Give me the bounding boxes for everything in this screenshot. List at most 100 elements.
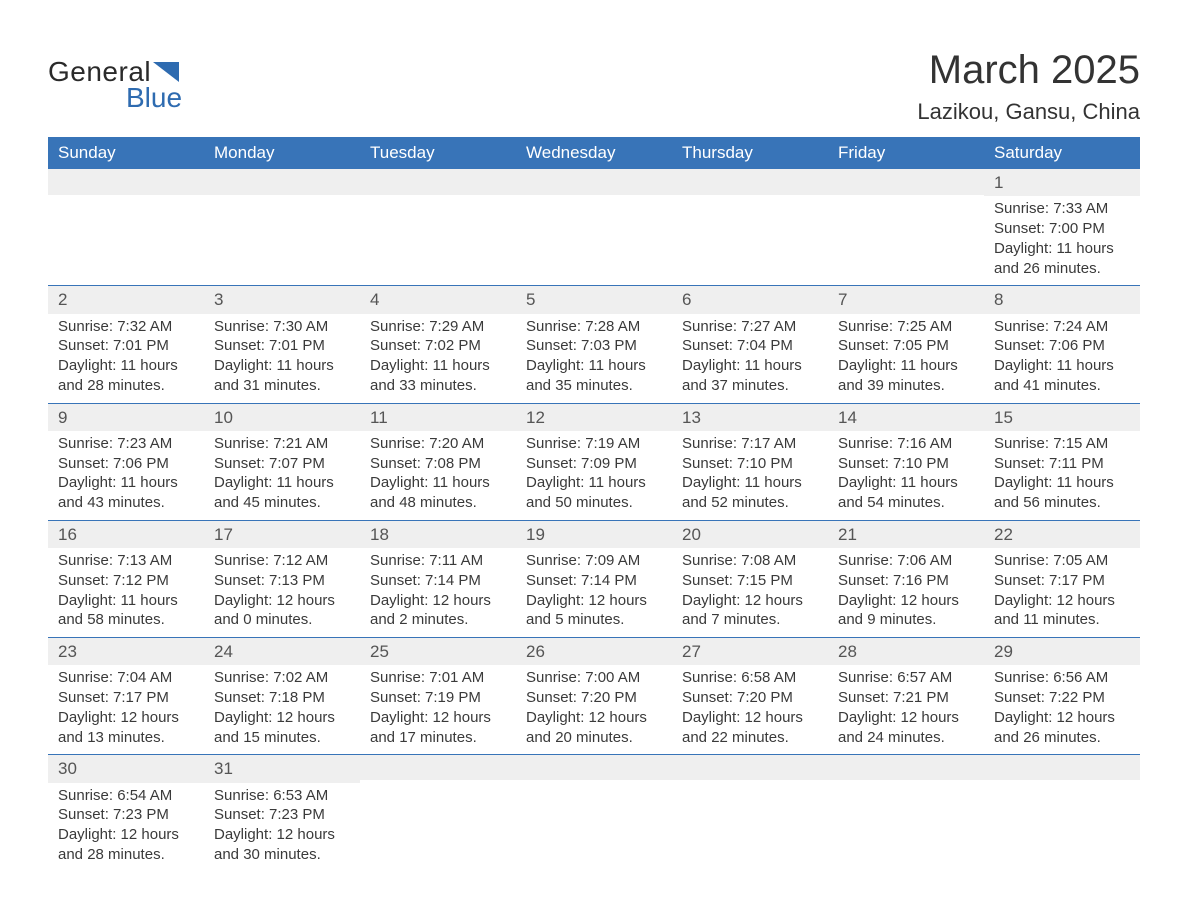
calendar-day-cell [516,169,672,285]
sunset-text: Sunset: 7:20 PM [682,689,818,708]
calendar-day-cell: 28Sunrise: 6:57 AMSunset: 7:21 PMDayligh… [828,637,984,754]
daylight-text-line2: and 30 minutes. [214,846,350,865]
logo-text-blue: Blue [126,82,182,114]
day-details: Sunrise: 7:24 AMSunset: 7:06 PMDaylight:… [984,314,1140,403]
sunset-text: Sunset: 7:16 PM [838,572,974,591]
calendar-header-row: Sunday Monday Tuesday Wednesday Thursday… [48,137,1140,169]
day-details: Sunrise: 7:05 AMSunset: 7:17 PMDaylight:… [984,548,1140,637]
sunset-text: Sunset: 7:21 PM [838,689,974,708]
day-number: 13 [672,403,828,431]
calendar-day-cell: 11Sunrise: 7:20 AMSunset: 7:08 PMDayligh… [360,403,516,520]
title-block: March 2025 Lazikou, Gansu, China [917,48,1140,125]
calendar-day-cell: 8Sunrise: 7:24 AMSunset: 7:06 PMDaylight… [984,285,1140,402]
day-number: 19 [516,520,672,548]
daylight-text-line2: and 48 minutes. [370,494,506,513]
daylight-text-line1: Daylight: 11 hours [58,474,194,493]
sunrise-text: Sunrise: 7:02 AM [214,669,350,688]
sunset-text: Sunset: 7:08 PM [370,455,506,474]
daylight-text-line2: and 35 minutes. [526,377,662,396]
calendar-day-cell: 12Sunrise: 7:19 AMSunset: 7:09 PMDayligh… [516,403,672,520]
sunset-text: Sunset: 7:07 PM [214,455,350,474]
calendar-day-cell: 31Sunrise: 6:53 AMSunset: 7:23 PMDayligh… [204,754,360,871]
daylight-text-line2: and 11 minutes. [994,611,1130,630]
sunrise-text: Sunrise: 7:27 AM [682,318,818,337]
daylight-text-line2: and 28 minutes. [58,377,194,396]
sunrise-text: Sunrise: 7:01 AM [370,669,506,688]
calendar-day-cell [984,754,1140,871]
day-number [48,169,204,195]
sunrise-text: Sunrise: 7:32 AM [58,318,194,337]
day-number [672,169,828,195]
day-number: 25 [360,637,516,665]
calendar-day-cell [672,754,828,871]
daylight-text-line2: and 54 minutes. [838,494,974,513]
daylight-text-line2: and 39 minutes. [838,377,974,396]
calendar-day-cell: 7Sunrise: 7:25 AMSunset: 7:05 PMDaylight… [828,285,984,402]
sunrise-text: Sunrise: 7:30 AM [214,318,350,337]
sunrise-text: Sunrise: 7:05 AM [994,552,1130,571]
sunrise-text: Sunrise: 7:23 AM [58,435,194,454]
daylight-text-line1: Daylight: 12 hours [58,709,194,728]
daylight-text-line2: and 7 minutes. [682,611,818,630]
day-header: Friday [828,137,984,169]
calendar-day-cell: 26Sunrise: 7:00 AMSunset: 7:20 PMDayligh… [516,637,672,754]
calendar-day-cell: 27Sunrise: 6:58 AMSunset: 7:20 PMDayligh… [672,637,828,754]
calendar-day-cell [360,754,516,871]
calendar-day-cell [828,169,984,285]
daylight-text-line2: and 0 minutes. [214,611,350,630]
daylight-text-line1: Daylight: 12 hours [370,709,506,728]
sunset-text: Sunset: 7:05 PM [838,337,974,356]
day-number [672,754,828,780]
sunset-text: Sunset: 7:20 PM [526,689,662,708]
day-details: Sunrise: 7:13 AMSunset: 7:12 PMDaylight:… [48,548,204,637]
daylight-text-line1: Daylight: 11 hours [214,357,350,376]
calendar-day-cell: 13Sunrise: 7:17 AMSunset: 7:10 PMDayligh… [672,403,828,520]
calendar-day-cell: 10Sunrise: 7:21 AMSunset: 7:07 PMDayligh… [204,403,360,520]
sunrise-text: Sunrise: 7:29 AM [370,318,506,337]
sunset-text: Sunset: 7:04 PM [682,337,818,356]
sunset-text: Sunset: 7:14 PM [526,572,662,591]
day-number: 31 [204,754,360,782]
calendar-week-row: 30Sunrise: 6:54 AMSunset: 7:23 PMDayligh… [48,754,1140,871]
calendar-day-cell [828,754,984,871]
calendar-day-cell: 2Sunrise: 7:32 AMSunset: 7:01 PMDaylight… [48,285,204,402]
calendar-day-cell: 23Sunrise: 7:04 AMSunset: 7:17 PMDayligh… [48,637,204,754]
day-number: 18 [360,520,516,548]
day-details: Sunrise: 7:02 AMSunset: 7:18 PMDaylight:… [204,665,360,754]
sunset-text: Sunset: 7:01 PM [214,337,350,356]
sunset-text: Sunset: 7:18 PM [214,689,350,708]
sunrise-text: Sunrise: 7:06 AM [838,552,974,571]
calendar-day-cell [48,169,204,285]
daylight-text-line2: and 2 minutes. [370,611,506,630]
daylight-text-line1: Daylight: 12 hours [682,709,818,728]
day-details: Sunrise: 7:19 AMSunset: 7:09 PMDaylight:… [516,431,672,520]
daylight-text-line2: and 9 minutes. [838,611,974,630]
day-number: 14 [828,403,984,431]
calendar-day-cell: 9Sunrise: 7:23 AMSunset: 7:06 PMDaylight… [48,403,204,520]
day-number [204,169,360,195]
daylight-text-line2: and 26 minutes. [994,729,1130,748]
sunrise-text: Sunrise: 6:56 AM [994,669,1130,688]
calendar-day-cell [204,169,360,285]
sunrise-text: Sunrise: 7:24 AM [994,318,1130,337]
day-details: Sunrise: 7:28 AMSunset: 7:03 PMDaylight:… [516,314,672,403]
sunrise-text: Sunrise: 7:20 AM [370,435,506,454]
calendar-day-cell: 19Sunrise: 7:09 AMSunset: 7:14 PMDayligh… [516,520,672,637]
day-header: Thursday [672,137,828,169]
day-number [828,169,984,195]
daylight-text-line1: Daylight: 11 hours [214,474,350,493]
day-number: 12 [516,403,672,431]
sunrise-text: Sunrise: 6:53 AM [214,787,350,806]
calendar-day-cell: 29Sunrise: 6:56 AMSunset: 7:22 PMDayligh… [984,637,1140,754]
day-number: 26 [516,637,672,665]
day-details: Sunrise: 6:56 AMSunset: 7:22 PMDaylight:… [984,665,1140,754]
day-details: Sunrise: 7:11 AMSunset: 7:14 PMDaylight:… [360,548,516,637]
sunrise-text: Sunrise: 7:09 AM [526,552,662,571]
daylight-text-line1: Daylight: 12 hours [994,709,1130,728]
day-number: 4 [360,285,516,313]
calendar-day-cell: 18Sunrise: 7:11 AMSunset: 7:14 PMDayligh… [360,520,516,637]
day-details: Sunrise: 7:00 AMSunset: 7:20 PMDaylight:… [516,665,672,754]
day-header: Wednesday [516,137,672,169]
daylight-text-line1: Daylight: 11 hours [370,357,506,376]
day-details: Sunrise: 7:12 AMSunset: 7:13 PMDaylight:… [204,548,360,637]
